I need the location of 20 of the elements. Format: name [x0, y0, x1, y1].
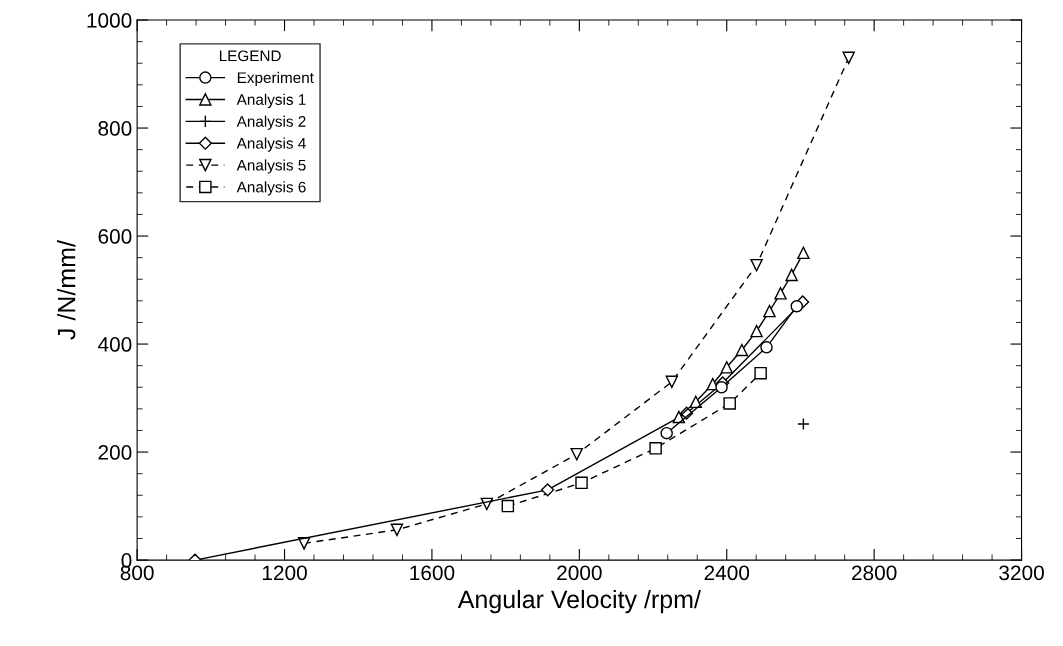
legend-label: Analysis 2 — [236, 115, 306, 130]
y-tick-label: 800 — [98, 121, 132, 136]
x-tick-label: 3200 — [999, 565, 1044, 581]
y-tick-label: 1000 — [87, 13, 132, 28]
x-tick-label: 1600 — [410, 565, 455, 581]
legend-label: Analysis 5 — [236, 159, 306, 174]
y-tick-label: 600 — [98, 229, 132, 244]
legend-title: LEGEND — [219, 50, 281, 62]
x-tick-label: 2400 — [704, 565, 750, 581]
x-tick-label: 2800 — [852, 565, 897, 581]
y-tick-label: 200 — [98, 445, 132, 460]
legend-label: Analysis 1 — [236, 93, 306, 108]
x-tick-label: 2000 — [557, 565, 602, 581]
x-tick-label: 1200 — [262, 565, 307, 581]
x-axis-title: Angular Velocity /rpm/ — [457, 589, 701, 614]
legend-label: Analysis 4 — [236, 137, 306, 152]
y-tick-label: 400 — [97, 337, 132, 352]
y-axis-title: J /N/mm/ — [57, 240, 76, 340]
legend-label: Experiment — [237, 71, 314, 87]
legend-label: Analysis 6 — [236, 181, 306, 196]
